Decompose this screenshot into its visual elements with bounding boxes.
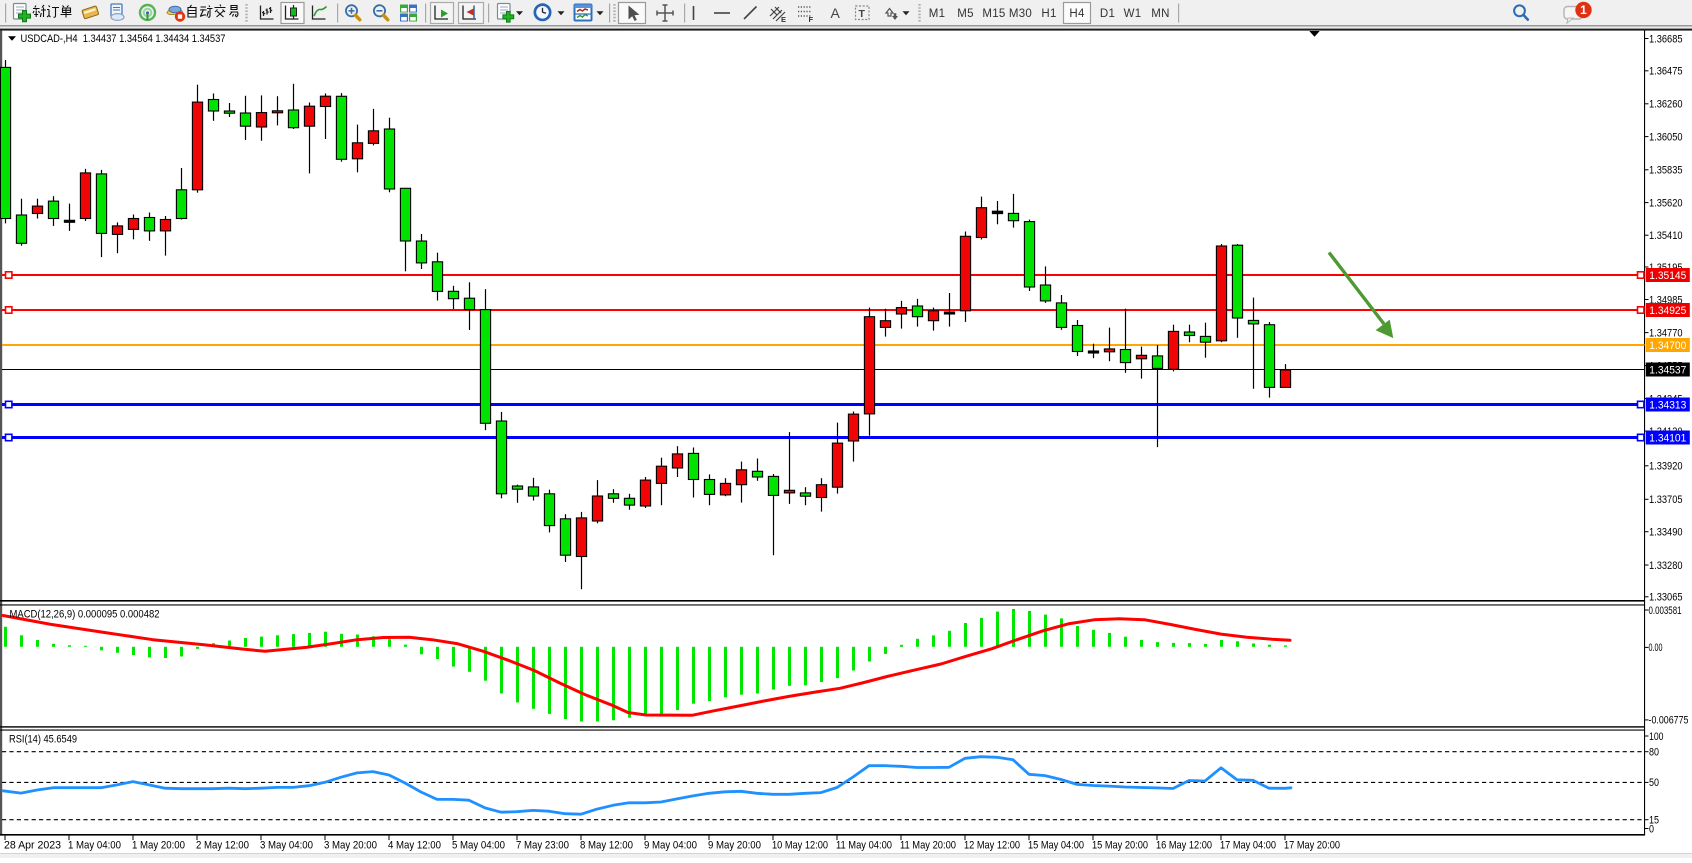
- svg-text:1.35835: 1.35835: [1649, 165, 1683, 177]
- svg-text:9 May 04:00: 9 May 04:00: [644, 840, 697, 852]
- svg-text:1.35145: 1.35145: [1649, 270, 1686, 282]
- svg-text:15 May 04:00: 15 May 04:00: [1028, 840, 1084, 852]
- svg-text:1.34537: 1.34537: [1649, 364, 1686, 376]
- svg-text:1.34101: 1.34101: [1649, 432, 1686, 444]
- svg-text:11 May 04:00: 11 May 04:00: [836, 840, 892, 852]
- svg-text:1.35620: 1.35620: [1649, 197, 1683, 209]
- svg-text:11 May 20:00: 11 May 20:00: [900, 840, 956, 852]
- svg-text:1.33705: 1.33705: [1649, 494, 1683, 506]
- svg-text:1.36260: 1.36260: [1649, 99, 1683, 111]
- svg-text:4 May 12:00: 4 May 12:00: [388, 840, 441, 852]
- svg-text:5 May 04:00: 5 May 04:00: [452, 840, 505, 852]
- svg-text:1.33920: 1.33920: [1649, 461, 1683, 473]
- svg-text:16 May 12:00: 16 May 12:00: [1156, 840, 1212, 852]
- svg-text:1.34700: 1.34700: [1649, 340, 1686, 352]
- svg-text:28 Apr 2023: 28 Apr 2023: [4, 840, 61, 852]
- svg-text:MACD(12,26,9) 0.000095 0.00048: MACD(12,26,9) 0.000095 0.000482: [10, 609, 160, 621]
- svg-text:1 May 04:00: 1 May 04:00: [68, 840, 121, 852]
- svg-text:M30: M30: [1009, 8, 1032, 20]
- svg-text:1.36685: 1.36685: [1649, 33, 1683, 45]
- svg-text:1.35410: 1.35410: [1649, 230, 1683, 242]
- svg-text:F: F: [809, 15, 814, 24]
- svg-text:H1: H1: [1041, 8, 1056, 20]
- svg-text:9 May 20:00: 9 May 20:00: [708, 840, 761, 852]
- svg-text:USDCAD-,H4 1.34437 1.34564 1.: USDCAD-,H4 1.34437 1.34564 1.34434 1.345…: [21, 33, 226, 45]
- svg-text:2 May 12:00: 2 May 12:00: [196, 840, 249, 852]
- svg-text:T: T: [859, 8, 866, 20]
- svg-text:MN: MN: [1151, 8, 1170, 20]
- svg-text:-0.006775: -0.006775: [1649, 715, 1689, 727]
- svg-text:17 May 20:00: 17 May 20:00: [1284, 840, 1340, 852]
- svg-text:M5: M5: [957, 8, 974, 20]
- svg-text:1.34770: 1.34770: [1649, 327, 1683, 339]
- svg-text:80: 80: [1649, 747, 1659, 759]
- svg-text:50: 50: [1649, 777, 1659, 789]
- svg-text:1.36050: 1.36050: [1649, 131, 1683, 143]
- svg-text:15 May 20:00: 15 May 20:00: [1092, 840, 1148, 852]
- svg-text:D1: D1: [1100, 8, 1115, 20]
- svg-text:1.33280: 1.33280: [1649, 560, 1683, 572]
- svg-text:1 May 20:00: 1 May 20:00: [132, 840, 185, 852]
- svg-text:1.33490: 1.33490: [1649, 527, 1683, 539]
- svg-text:1.33065: 1.33065: [1649, 592, 1683, 604]
- svg-text:3 May 04:00: 3 May 04:00: [260, 840, 313, 852]
- svg-text:E: E: [781, 15, 786, 24]
- svg-text:10 May 12:00: 10 May 12:00: [772, 840, 828, 852]
- svg-text:M15: M15: [982, 8, 1005, 20]
- svg-text:0.00: 0.00: [1649, 642, 1663, 654]
- svg-text:12 May 12:00: 12 May 12:00: [964, 840, 1020, 852]
- svg-text:15: 15: [1649, 815, 1659, 827]
- svg-text:8 May 12:00: 8 May 12:00: [580, 840, 633, 852]
- svg-text:17 May 04:00: 17 May 04:00: [1220, 840, 1276, 852]
- svg-text:1.34925: 1.34925: [1649, 305, 1686, 317]
- svg-text:0.003581: 0.003581: [1649, 605, 1682, 617]
- svg-text:H4: H4: [1069, 8, 1085, 20]
- svg-text:100: 100: [1649, 731, 1664, 743]
- svg-text:0: 0: [1649, 823, 1654, 835]
- svg-text:M1: M1: [929, 8, 946, 20]
- svg-text:7 May 23:00: 7 May 23:00: [516, 840, 569, 852]
- svg-text:W1: W1: [1124, 8, 1142, 20]
- svg-text:RSI(14) 45.6549: RSI(14) 45.6549: [9, 733, 77, 745]
- svg-text:3 May 20:00: 3 May 20:00: [324, 840, 377, 852]
- svg-text:A: A: [831, 5, 841, 21]
- svg-text:1.36475: 1.36475: [1649, 66, 1683, 78]
- svg-text:1: 1: [1580, 3, 1587, 17]
- svg-text:1.34313: 1.34313: [1649, 399, 1686, 411]
